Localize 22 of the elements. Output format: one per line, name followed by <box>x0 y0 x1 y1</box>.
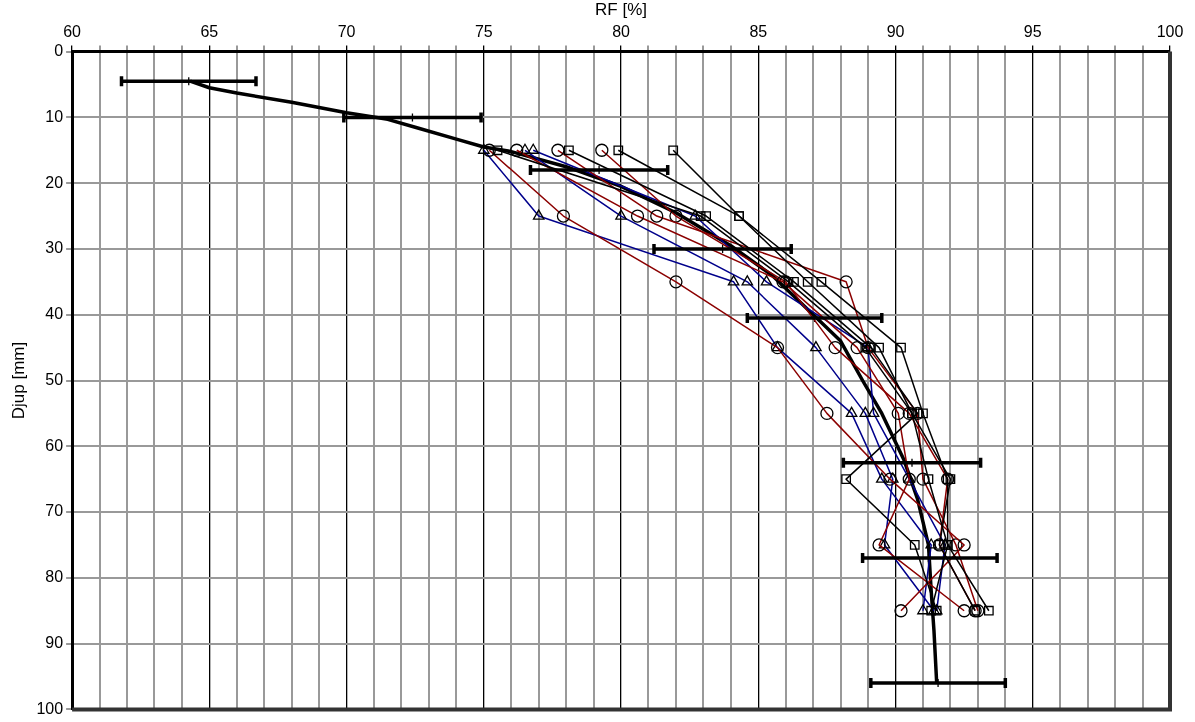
y-tick-label: 40 <box>45 305 64 323</box>
x-tick-label: 90 <box>886 23 905 41</box>
y-tick-label: 60 <box>45 436 64 454</box>
x-tick-label: 70 <box>337 23 356 41</box>
x-tick-label: 100 <box>1156 23 1184 41</box>
y-tick-label: 100 <box>36 699 64 717</box>
x-tick-label: 65 <box>200 23 219 41</box>
y-tick-label: 20 <box>45 173 64 191</box>
x-axis-title: RF [%] <box>595 0 648 19</box>
y-tick-label: 80 <box>45 568 64 586</box>
x-tick-label: 95 <box>1023 23 1042 41</box>
y-tick-label: 10 <box>45 107 64 125</box>
y-tick-label: 30 <box>45 239 64 257</box>
y-tick-label: 90 <box>45 634 64 652</box>
x-tick-label: 80 <box>612 23 631 41</box>
y-tick-label: 0 <box>54 42 64 60</box>
y-axis-title: Djup [mm] <box>8 341 28 420</box>
y-tick-label: 50 <box>45 370 64 388</box>
x-tick-label: 85 <box>749 23 768 41</box>
x-tick-label: 75 <box>474 23 493 41</box>
y-tick-label: 70 <box>45 502 64 520</box>
x-tick-label: 60 <box>63 23 82 41</box>
